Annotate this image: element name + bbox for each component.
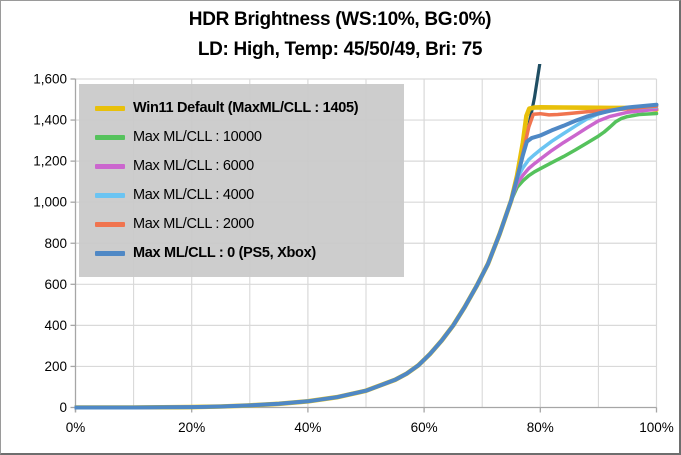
legend-item-label: Max ML/CLL : 10000	[133, 129, 262, 145]
legend-line-sample	[95, 163, 125, 169]
y-tick-label: 1,200	[33, 154, 67, 169]
y-tick-label: 1,400	[33, 113, 67, 128]
legend-line-sample	[95, 221, 125, 227]
legend: Win11 Default (MaxML/CLL : 1405) Max ML/…	[79, 84, 404, 277]
legend-item-label: Max ML/CLL : 4000	[133, 187, 254, 203]
x-tick-label: 60%	[411, 420, 438, 435]
y-tick-label: 400	[44, 318, 67, 333]
legend-item-maxmlcll-10000: Max ML/CLL : 10000	[79, 129, 404, 145]
chart-subtitle: LD: High, Temp: 45/50/49, Bri: 75	[197, 39, 483, 60]
series-group	[74, 64, 659, 410]
x-tick-label: 40%	[294, 420, 321, 435]
legend-item-maxmlcll-2000: Max ML/CLL : 2000	[79, 216, 404, 232]
y-tick-label: 600	[44, 277, 67, 292]
legend-item-maxmlcll-4000: Max ML/CLL : 4000	[79, 187, 404, 203]
x-tick-label: 20%	[178, 420, 205, 435]
legend-item-label: Win11 Default (MaxML/CLL : 1405)	[133, 100, 359, 116]
legend-line-sample	[95, 134, 125, 140]
legend-line-sample	[95, 105, 125, 111]
legend-item-win11-default: Win11 Default (MaxML/CLL : 1405)	[79, 100, 404, 116]
y-tick-label: 0	[59, 400, 67, 415]
y-tick-label: 200	[44, 359, 67, 374]
legend-line-sample	[95, 250, 125, 256]
legend-item-maxmlcll-6000: Max ML/CLL : 6000	[79, 158, 404, 174]
legend-line-sample	[95, 192, 125, 198]
legend-item-label: Max ML/CLL : 2000	[133, 216, 254, 232]
x-tick-label: 100%	[639, 420, 674, 435]
y-tick-label: 1,000	[33, 195, 67, 210]
y-tick-label: 1,600	[33, 72, 67, 87]
y-tick-label: 800	[44, 236, 67, 251]
x-tick-label: 80%	[527, 420, 554, 435]
x-tick-label: 0%	[66, 420, 86, 435]
legend-item-label: Max ML/CLL : 0 (PS5, Xbox)	[133, 245, 316, 261]
legend-item-maxmlcll-0: Max ML/CLL : 0 (PS5, Xbox)	[79, 245, 404, 261]
chart-title: HDR Brightness (WS:10%, BG:0%)	[188, 9, 492, 30]
series-line-max-ml-cll-0-ps5-xbox	[74, 102, 659, 410]
legend-item-label: Max ML/CLL : 6000	[133, 158, 254, 174]
